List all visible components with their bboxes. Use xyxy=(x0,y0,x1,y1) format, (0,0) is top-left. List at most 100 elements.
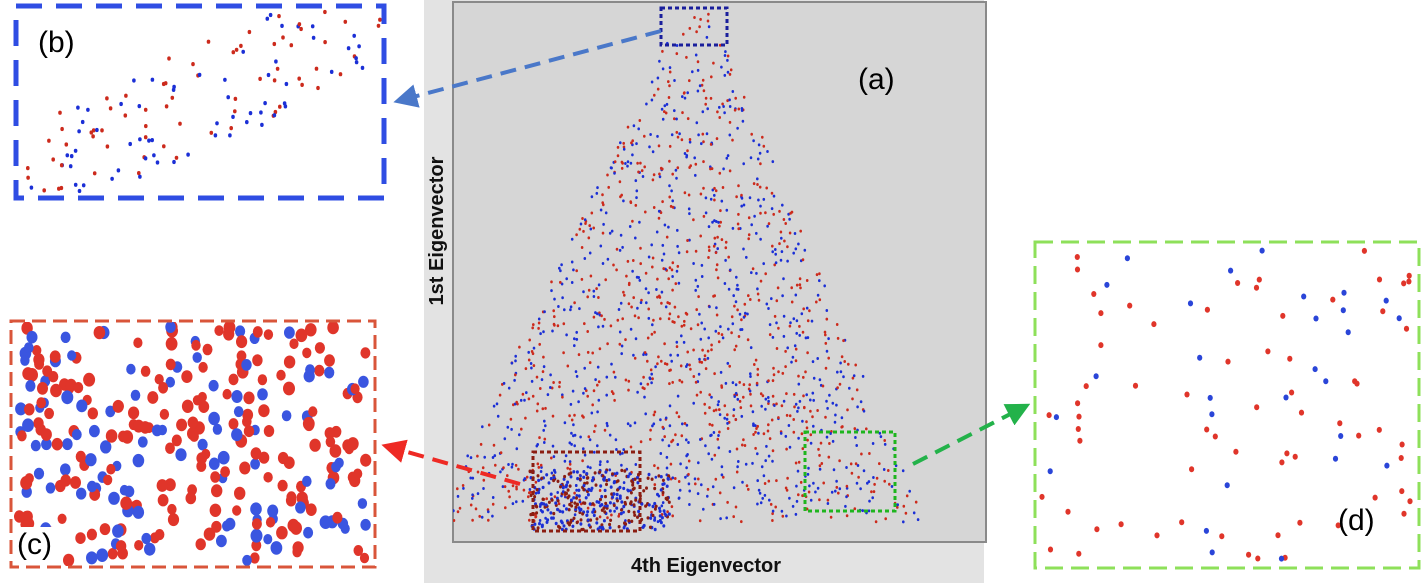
data-point xyxy=(665,362,669,366)
data-point xyxy=(545,497,548,501)
data-point xyxy=(878,431,882,435)
data-point xyxy=(791,355,795,359)
data-point xyxy=(588,251,592,255)
data-point xyxy=(756,479,759,483)
data-point xyxy=(854,462,858,466)
data-point xyxy=(779,230,783,234)
data-point xyxy=(646,476,650,480)
data-point xyxy=(665,466,669,470)
zoom-point xyxy=(86,551,98,565)
zoom-point xyxy=(197,72,202,77)
data-point xyxy=(577,353,581,357)
data-point xyxy=(597,500,601,504)
data-point xyxy=(535,511,539,515)
data-point xyxy=(718,116,721,119)
data-point xyxy=(809,441,813,445)
data-point xyxy=(577,400,580,404)
data-point xyxy=(754,430,757,434)
data-point xyxy=(694,380,698,384)
zoom-point xyxy=(105,144,110,149)
zoom-point xyxy=(1098,310,1104,317)
zoom-point xyxy=(1219,533,1225,540)
zoom-point xyxy=(105,429,118,443)
data-point xyxy=(676,244,679,248)
zoom-point xyxy=(233,406,244,418)
zoom-point xyxy=(354,60,359,65)
data-point xyxy=(703,411,707,415)
data-point xyxy=(545,520,549,524)
data-point xyxy=(692,375,696,378)
data-point xyxy=(799,480,803,484)
data-point xyxy=(647,291,650,295)
data-point xyxy=(771,394,775,398)
data-point xyxy=(812,481,815,485)
data-point xyxy=(560,282,564,286)
data-point xyxy=(564,454,568,458)
zoom-point xyxy=(77,129,81,134)
zoom-point xyxy=(1340,307,1346,314)
data-point xyxy=(586,493,590,497)
data-point xyxy=(701,132,705,136)
data-point xyxy=(608,501,612,505)
data-point xyxy=(777,416,780,420)
data-point xyxy=(507,386,511,390)
zoom-point xyxy=(165,322,176,333)
data-point xyxy=(582,447,585,451)
data-point xyxy=(534,491,538,495)
data-point xyxy=(736,222,740,226)
data-point xyxy=(735,470,739,474)
data-point xyxy=(611,495,615,499)
data-point xyxy=(517,467,520,471)
zoom-point xyxy=(37,382,48,395)
data-point xyxy=(562,524,566,528)
data-point xyxy=(752,182,756,186)
data-point xyxy=(568,441,572,445)
data-point xyxy=(565,491,568,496)
data-point xyxy=(719,370,723,374)
zoom-point xyxy=(80,119,85,125)
data-point xyxy=(661,67,665,71)
data-point xyxy=(650,477,654,481)
zoom-point xyxy=(171,87,176,92)
data-point xyxy=(734,96,737,100)
data-point xyxy=(842,339,845,343)
data-point xyxy=(771,335,775,339)
data-point xyxy=(793,344,797,348)
data-point xyxy=(617,525,621,529)
zoom-point xyxy=(210,471,221,483)
data-point xyxy=(606,460,609,464)
data-point xyxy=(568,502,572,507)
data-point xyxy=(798,324,801,328)
data-point xyxy=(620,352,623,356)
data-point xyxy=(532,323,535,327)
zoom-point xyxy=(1256,276,1262,283)
data-point xyxy=(644,210,647,214)
data-point xyxy=(495,402,499,406)
data-point xyxy=(699,234,702,238)
data-point xyxy=(697,133,700,137)
zoom-point xyxy=(165,442,175,454)
data-point xyxy=(724,381,728,385)
data-point xyxy=(788,324,792,328)
data-point xyxy=(570,281,574,284)
data-point xyxy=(675,411,679,415)
data-point xyxy=(610,362,613,366)
data-point xyxy=(912,511,916,515)
data-point xyxy=(859,400,863,404)
data-point xyxy=(599,208,603,212)
zoom-point xyxy=(1083,383,1089,390)
data-point xyxy=(750,132,753,136)
data-point xyxy=(638,278,642,282)
data-point xyxy=(538,436,541,440)
data-point xyxy=(623,293,626,297)
data-point xyxy=(751,267,755,271)
zoom-point xyxy=(132,505,145,519)
data-point xyxy=(759,279,763,283)
data-point xyxy=(644,504,648,508)
data-point xyxy=(796,469,800,473)
data-point xyxy=(606,424,609,428)
data-point xyxy=(559,269,562,273)
data-point xyxy=(685,454,688,458)
data-point xyxy=(781,294,784,298)
